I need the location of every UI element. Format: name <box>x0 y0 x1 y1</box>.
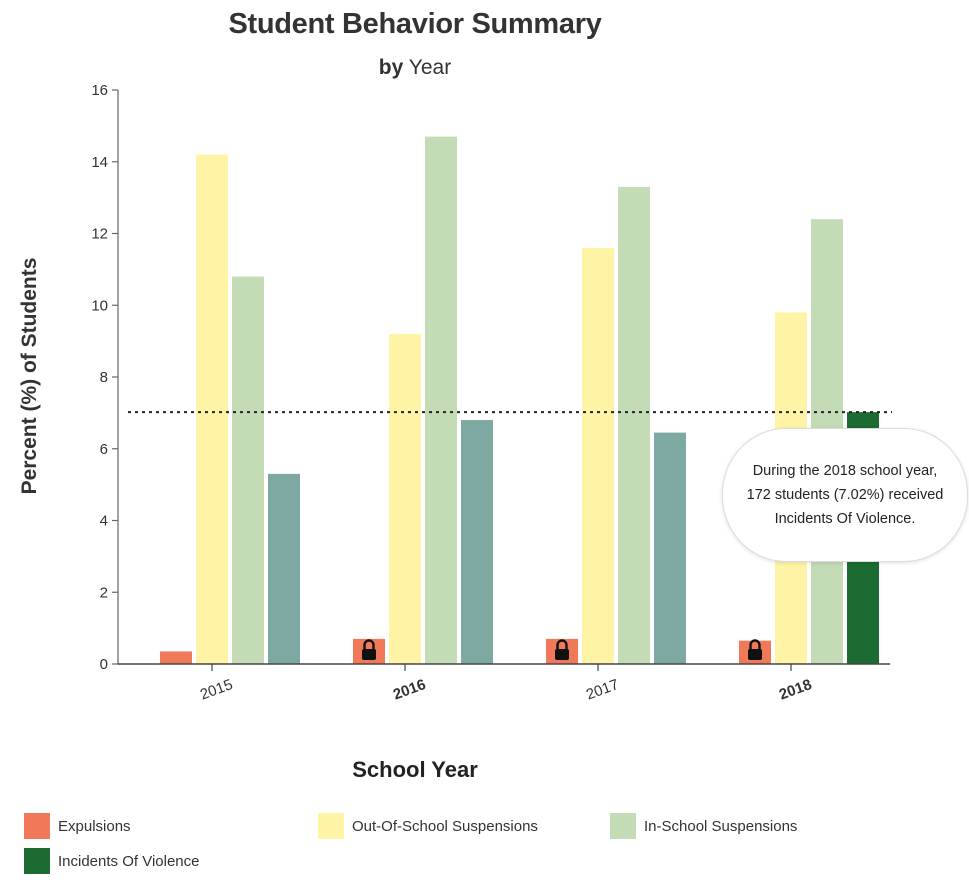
subtitle-rest: Year <box>408 56 452 79</box>
bar-expulsions-2015[interactable] <box>160 651 192 664</box>
chart-subtitle: by Year <box>0 56 830 80</box>
tooltip-text: During the 2018 school year, 172 student… <box>746 463 944 527</box>
y-tick-label: 6 <box>100 441 108 458</box>
legend-swatch <box>24 813 50 839</box>
bar-out-of-school-suspensions-2017[interactable] <box>582 247 614 664</box>
y-tick-label: 14 <box>91 154 108 171</box>
bar-out-of-school-suspensions-2016[interactable] <box>389 333 421 664</box>
legend-label: Incidents Of Violence <box>58 852 200 870</box>
legend-item-incidents-of-violence[interactable]: Incidents Of Violence <box>24 848 199 874</box>
subtitle-bold: by <box>378 56 404 79</box>
x-tick-label: 2016 <box>391 676 428 703</box>
legend-item-in-school-suspensions[interactable]: In-School Suspensions <box>610 813 797 839</box>
bar-in-school-suspensions-2015[interactable] <box>232 276 264 664</box>
chart-title: Student Behavior Summary <box>228 8 602 40</box>
lock-icon <box>555 639 569 660</box>
y-tick-label: 2 <box>100 584 108 601</box>
legend-label: In-School Suspensions <box>644 817 798 835</box>
x-tick-label: 2018 <box>777 676 814 703</box>
x-axis: 2015 2016 2017 2018 <box>118 663 890 703</box>
y-tick-label: 8 <box>100 369 108 386</box>
legend-label: Out-Of-School Suspensions <box>352 817 538 835</box>
y-axis: 0 2 4 6 8 10 12 14 16 <box>91 82 119 673</box>
bar-incidents-of-violence-2017[interactable] <box>654 432 686 664</box>
legend-label: Expulsions <box>58 817 131 835</box>
y-tick-label: 4 <box>100 513 108 530</box>
y-tick-label: 0 <box>100 656 108 673</box>
legend-item-expulsions[interactable]: Expulsions <box>24 813 131 839</box>
legend-swatch <box>318 813 344 839</box>
bar-incidents-of-violence-2016[interactable] <box>461 420 493 664</box>
bar-in-school-suspensions-2016[interactable] <box>425 136 457 664</box>
tooltip: During the 2018 school year, 172 student… <box>722 428 968 562</box>
bar-incidents-of-violence-2015[interactable] <box>268 473 300 664</box>
bar-chart: 0 2 4 6 8 10 12 14 16 2015 2016 2017 2018 Percent (… <box>18 82 892 703</box>
x-tick-label: 2017 <box>584 676 621 703</box>
lock-icon <box>748 639 762 660</box>
legend-item-out-of-school-suspensions[interactable]: Out-Of-School Suspensions <box>318 813 538 839</box>
legend: Expulsions Out-Of-School Suspensions In-… <box>0 808 969 878</box>
lock-icon <box>362 639 376 660</box>
bar-in-school-suspensions-2017[interactable] <box>618 186 650 665</box>
bar-out-of-school-suspensions-2015[interactable] <box>196 154 228 664</box>
chart-bars <box>128 136 892 665</box>
x-tick-label: 2015 <box>198 676 235 703</box>
x-axis-label: School Year <box>352 757 478 782</box>
legend-swatch <box>24 848 50 874</box>
y-tick-label: 12 <box>91 226 108 243</box>
y-axis-label: Percent (%) of Students <box>18 258 41 495</box>
legend-swatch <box>610 813 636 839</box>
y-tick-label: 16 <box>91 82 108 99</box>
y-tick-label: 10 <box>91 297 108 314</box>
